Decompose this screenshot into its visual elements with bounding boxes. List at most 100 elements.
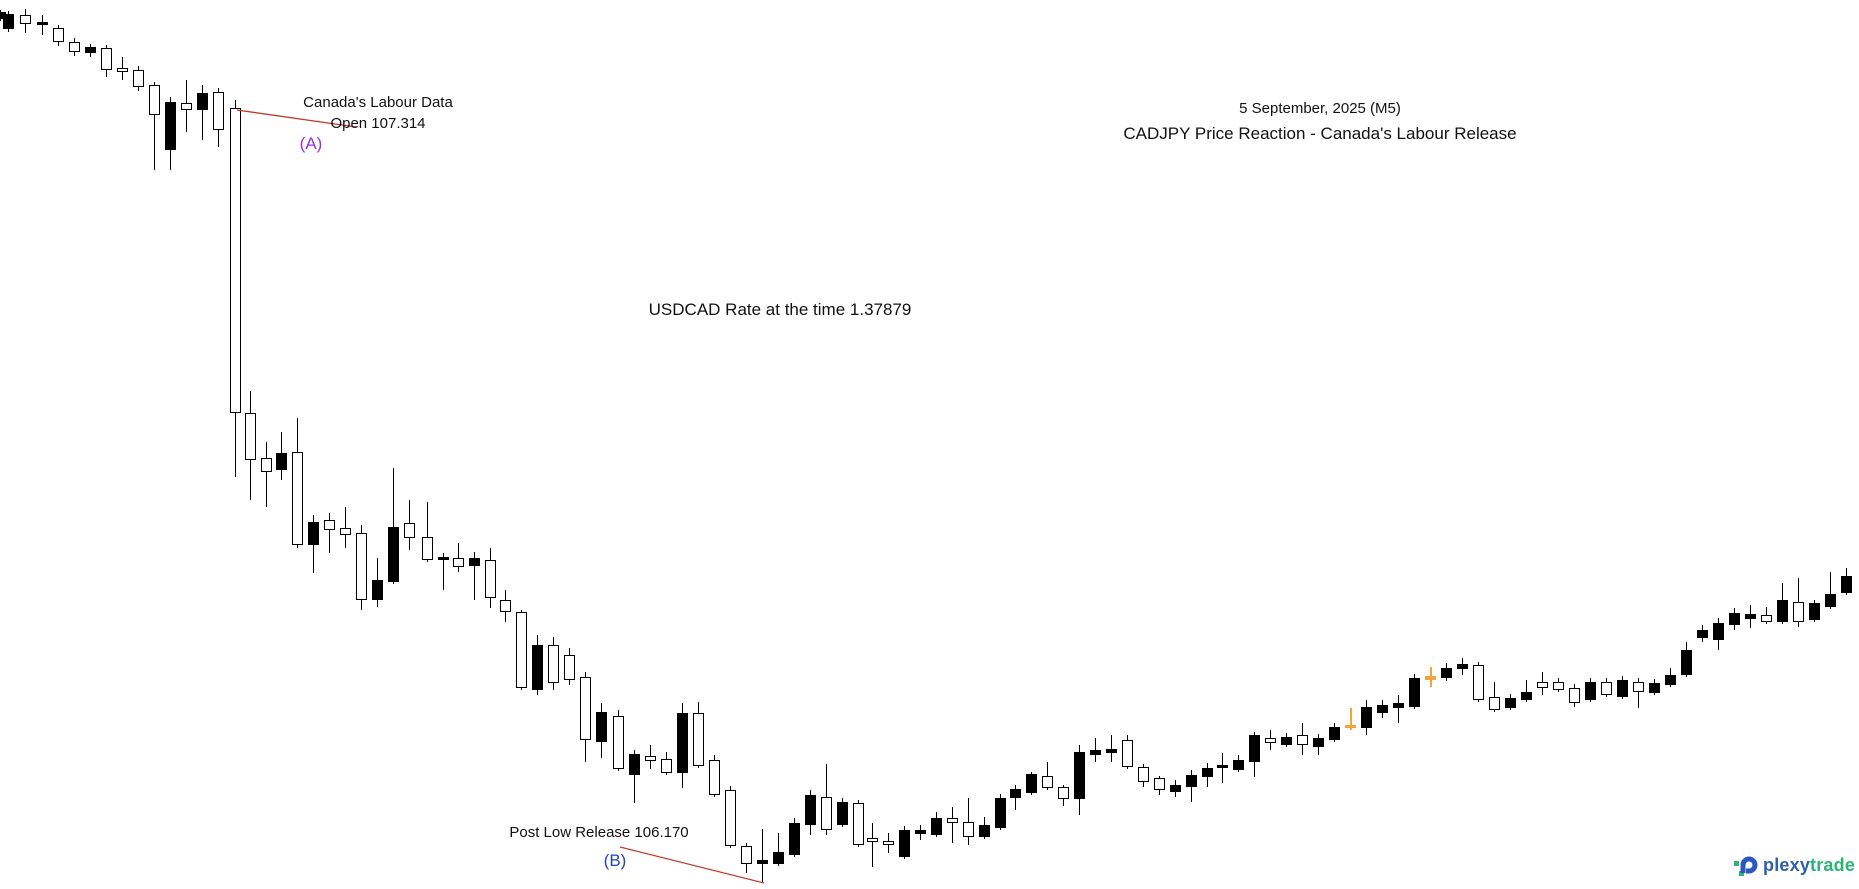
candlestick: [1761, 615, 1772, 622]
candlestick: [372, 580, 383, 600]
candlestick: [101, 48, 112, 70]
candlestick: [1665, 675, 1676, 685]
candlestick: [1505, 698, 1516, 708]
candlestick: [741, 846, 752, 864]
candle-wick: [951, 807, 953, 843]
candlestick: [1249, 735, 1260, 762]
candlestick: [469, 558, 480, 566]
candlestick: [773, 852, 784, 864]
candle-wick: [265, 442, 267, 507]
candlestick: [165, 102, 176, 150]
candlestick: [596, 712, 607, 742]
candlestick: [292, 452, 303, 545]
candlestick: [1233, 760, 1244, 770]
candlestick: [1713, 623, 1724, 640]
candlestick: [1617, 680, 1628, 697]
candle-wick: [1525, 680, 1527, 702]
candlestick: [629, 754, 640, 775]
candlestick: [995, 798, 1006, 828]
candle-wick: [392, 468, 394, 584]
candlestick: [1793, 602, 1804, 622]
candlestick: [1026, 774, 1037, 793]
candle-wick: [457, 543, 459, 572]
plexytrade-logo-text: plexytrade: [1763, 855, 1855, 876]
candlestick: [1649, 683, 1660, 693]
candlestick: [1809, 603, 1820, 620]
candlestick: [1106, 749, 1117, 753]
candle-wick: [1349, 708, 1352, 730]
candlestick: [20, 15, 31, 24]
candlestick: [805, 795, 816, 825]
candle-wick: [344, 507, 346, 548]
candlestick: [181, 103, 192, 110]
candlestick: [197, 93, 208, 110]
annotation-b-label: (B): [603, 851, 627, 870]
candlestick: [324, 520, 335, 530]
candlestick: [915, 830, 926, 834]
candlestick: [931, 818, 942, 835]
candlestick: [613, 716, 624, 769]
candlestick: [37, 22, 48, 25]
candlestick: [1393, 703, 1404, 708]
candlestick: [1585, 682, 1596, 700]
candlestick: [1633, 682, 1644, 692]
candlestick: [308, 522, 319, 545]
candle-wick: [1829, 572, 1831, 609]
candlestick: [1553, 682, 1564, 690]
candlestick: [1745, 614, 1756, 619]
candle-wick: [153, 82, 155, 170]
plexytrade-logo: plexytrade: [1733, 852, 1855, 878]
candlestick: [1265, 738, 1276, 743]
candle-wick: [871, 823, 873, 867]
candlestick: [404, 523, 415, 538]
candlestick: [422, 537, 433, 560]
candlestick: [979, 825, 990, 837]
candlestick: [213, 92, 224, 130]
candlestick: [85, 47, 96, 53]
candlestick: [709, 760, 720, 795]
candle-wick: [41, 15, 43, 35]
usdcad-rate-note: USDCAD Rate at the time 1.37879: [648, 300, 912, 319]
candlestick: [677, 713, 688, 773]
candlestick: [1697, 630, 1708, 638]
annotation-b-text: Post Low Release 106.170: [509, 824, 689, 841]
candlestick: [356, 533, 367, 600]
annotation-a-label: (A): [299, 134, 323, 153]
logo-text-trade: trade: [1810, 854, 1856, 875]
candlestick: [1010, 789, 1021, 798]
candlestick: [947, 818, 958, 823]
candlestick: [1042, 776, 1053, 788]
candle-wick: [967, 798, 969, 845]
candlestick: [500, 600, 511, 612]
candlestick: [149, 85, 160, 115]
plexytrade-logo-icon: [1734, 856, 1758, 876]
candle-wick: [1397, 695, 1399, 723]
candle-wick: [328, 513, 330, 553]
chart-date-timeframe: 5 September, 2025 (M5): [1239, 100, 1401, 117]
candlestick: [133, 70, 144, 87]
candlestick: [1074, 752, 1085, 799]
candlestick: [1217, 765, 1228, 768]
candlestick: [853, 803, 864, 845]
candlestick: [1441, 668, 1452, 678]
candlestick: [1537, 682, 1548, 688]
candlestick: [1090, 750, 1101, 755]
candlestick: [963, 822, 974, 837]
candlestick: [564, 655, 575, 680]
candlestick: [1058, 787, 1069, 799]
candlestick: [532, 645, 543, 690]
candlestick: [1154, 778, 1165, 790]
candle-wick: [777, 833, 779, 866]
candlestick: [1361, 707, 1372, 728]
logo-text-plexy: plexy: [1763, 854, 1811, 875]
candlestick: [645, 756, 656, 761]
candlestick: [1170, 785, 1181, 792]
candlestick: [1425, 676, 1436, 680]
candlestick: [1377, 705, 1388, 713]
candlestick: [261, 458, 272, 472]
chart-title-block: 5 September, 2025 (M5) CADJPY Price Reac…: [1123, 100, 1516, 144]
candlestick: [1473, 665, 1484, 700]
candlestick: [69, 42, 80, 52]
candlestick: [899, 830, 910, 857]
